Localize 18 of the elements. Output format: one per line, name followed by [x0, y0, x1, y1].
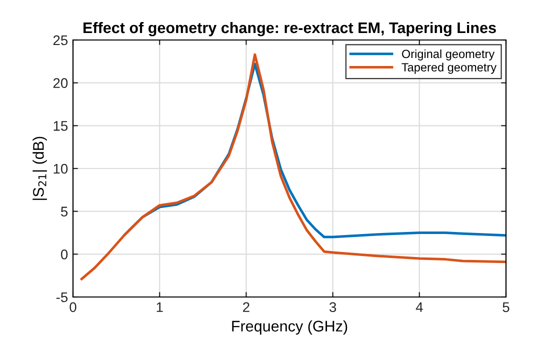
legend-label: Original geometry [402, 49, 495, 60]
x-axis-title: Frequency (GHz) [232, 320, 348, 335]
x-tick-label: 3 [329, 302, 336, 312]
legend-label: Tapered geometry [402, 62, 497, 74]
x-tick-label: 1 [156, 302, 163, 312]
y-tick-label: -5 [56, 292, 68, 302]
y-axis-title: |S$_{21}$| (dB) [32, 136, 47, 200]
chart-title: Effect of geometry change: re-extract EM, Tapering Lines [84, 22, 496, 36]
y-tick-label: 0 [60, 250, 68, 260]
y-tick-label: 10 [54, 164, 68, 174]
y-tick-label: 15 [54, 121, 68, 131]
y-tick-label: 25 [53, 35, 68, 46]
x-tick-label: 4 [416, 302, 423, 312]
x-tick-label: 2 [243, 302, 250, 312]
x-tick-label: 5 [502, 302, 510, 312]
x-tick-label: 0 [70, 302, 76, 312]
y-tick-label: 20 [53, 78, 68, 88]
y-tick-label: 5 [60, 206, 68, 217]
